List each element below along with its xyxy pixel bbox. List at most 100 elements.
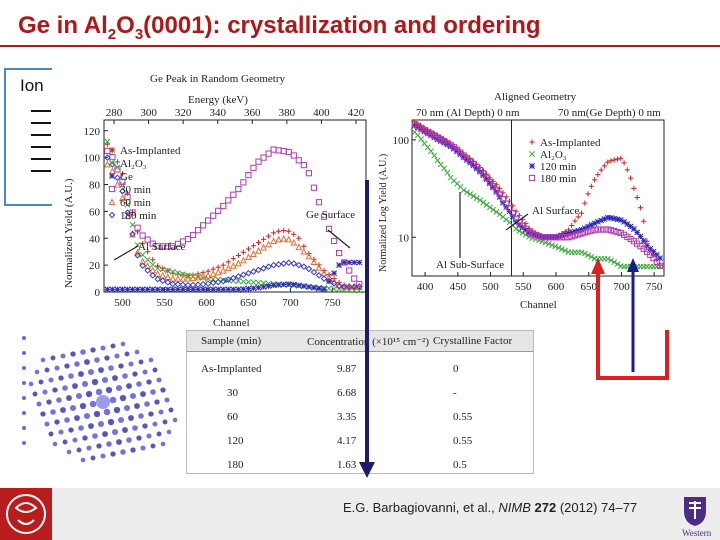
marker-stroke bbox=[240, 286, 247, 292]
lattice-atom bbox=[22, 396, 26, 400]
data-point bbox=[509, 210, 516, 217]
lattice-atom bbox=[154, 399, 160, 405]
marker-stroke bbox=[450, 177, 457, 184]
lattice-atom bbox=[68, 373, 74, 379]
data-point bbox=[114, 159, 121, 165]
data-point bbox=[588, 183, 594, 189]
marker-stroke bbox=[245, 285, 252, 292]
data-point bbox=[604, 255, 611, 262]
data-point bbox=[634, 194, 640, 201]
data-point bbox=[503, 200, 510, 207]
table-cell: 120 bbox=[227, 435, 244, 447]
x-tick-label: 650 bbox=[580, 281, 597, 293]
lattice-atom bbox=[90, 455, 96, 461]
marker-stroke bbox=[341, 259, 348, 266]
marker-stroke bbox=[418, 136, 425, 142]
data-point bbox=[129, 221, 136, 228]
data-point bbox=[109, 286, 116, 293]
marker-stroke bbox=[215, 286, 222, 293]
lattice-atom bbox=[109, 396, 117, 404]
lattice-atom bbox=[140, 445, 146, 451]
marker-stroke bbox=[164, 286, 171, 293]
data-point bbox=[215, 207, 222, 214]
data-point bbox=[594, 226, 601, 233]
lattice-atom bbox=[129, 392, 137, 400]
data-point bbox=[291, 231, 297, 237]
data-point bbox=[108, 185, 116, 193]
data-point bbox=[215, 286, 222, 293]
data-point bbox=[493, 186, 500, 194]
data-point bbox=[441, 165, 448, 172]
marker-stroke bbox=[230, 286, 237, 293]
y-tick-label: 0 bbox=[95, 287, 101, 299]
data-point bbox=[276, 228, 282, 234]
lattice-atom bbox=[142, 423, 148, 429]
title-text-post: (0001): crystallization and ordering bbox=[143, 12, 541, 39]
marker-stroke bbox=[480, 172, 487, 179]
data-point bbox=[150, 257, 156, 263]
data-point bbox=[532, 231, 539, 239]
data-point bbox=[281, 227, 287, 234]
lattice-atom bbox=[72, 383, 78, 389]
data-point bbox=[220, 202, 227, 210]
lattice-atom bbox=[156, 431, 162, 437]
lattice-atom bbox=[36, 401, 42, 407]
legend-label: 120 min bbox=[540, 161, 577, 173]
data-point bbox=[637, 205, 644, 211]
marker-stroke bbox=[321, 286, 327, 293]
lattice-center-atom bbox=[96, 395, 110, 409]
data-point bbox=[330, 277, 338, 285]
data-point bbox=[129, 230, 136, 238]
top-tick-label: 400 bbox=[313, 107, 330, 119]
marker-stroke bbox=[124, 286, 131, 293]
marker-stroke bbox=[210, 286, 217, 293]
data-point bbox=[109, 161, 116, 168]
data-point bbox=[526, 229, 533, 236]
data-point bbox=[260, 154, 267, 161]
marker-stroke bbox=[109, 173, 115, 179]
lattice-atom bbox=[60, 353, 66, 359]
marker-stroke bbox=[190, 286, 196, 293]
data-point bbox=[159, 277, 167, 285]
data-point bbox=[255, 284, 262, 291]
x-tick-label: 500 bbox=[482, 281, 499, 293]
data-point bbox=[144, 267, 151, 274]
data-point bbox=[239, 256, 247, 264]
lattice-atom bbox=[160, 387, 166, 393]
lattice-atom bbox=[116, 439, 122, 445]
marker-stroke bbox=[549, 242, 556, 249]
marker-stroke bbox=[265, 283, 272, 290]
data-point bbox=[230, 286, 237, 293]
data-point bbox=[346, 259, 353, 266]
data-point bbox=[199, 272, 207, 280]
chart-title: Ge Peak in Random Geometry bbox=[150, 73, 286, 85]
data-point bbox=[245, 253, 252, 261]
data-point bbox=[119, 178, 126, 185]
data-point bbox=[124, 209, 131, 216]
data-point bbox=[104, 147, 111, 155]
marker-stroke bbox=[280, 281, 287, 288]
data-point bbox=[255, 239, 262, 246]
marker-stroke bbox=[104, 138, 111, 145]
x-axis-label: Channel bbox=[520, 299, 557, 311]
data-point bbox=[351, 259, 358, 266]
table-cell: 1.63 bbox=[337, 459, 357, 471]
data-point bbox=[189, 274, 197, 282]
x-tick-label: 400 bbox=[417, 281, 434, 293]
legend-label: 180 min bbox=[540, 173, 577, 185]
legend-label: As-Implanted bbox=[540, 137, 601, 149]
lattice-atom bbox=[100, 453, 106, 459]
data-point bbox=[104, 154, 111, 161]
data-point bbox=[356, 280, 363, 288]
data-point bbox=[581, 229, 588, 236]
marker-stroke bbox=[630, 226, 637, 232]
data-point bbox=[104, 286, 111, 293]
lattice-atom bbox=[162, 419, 168, 425]
data-point bbox=[214, 278, 222, 286]
marker-stroke bbox=[134, 286, 141, 293]
ion-bar bbox=[31, 110, 51, 112]
data-point bbox=[210, 276, 217, 283]
data-point bbox=[578, 210, 585, 216]
data-point bbox=[140, 241, 146, 247]
lattice-atom bbox=[89, 400, 97, 408]
